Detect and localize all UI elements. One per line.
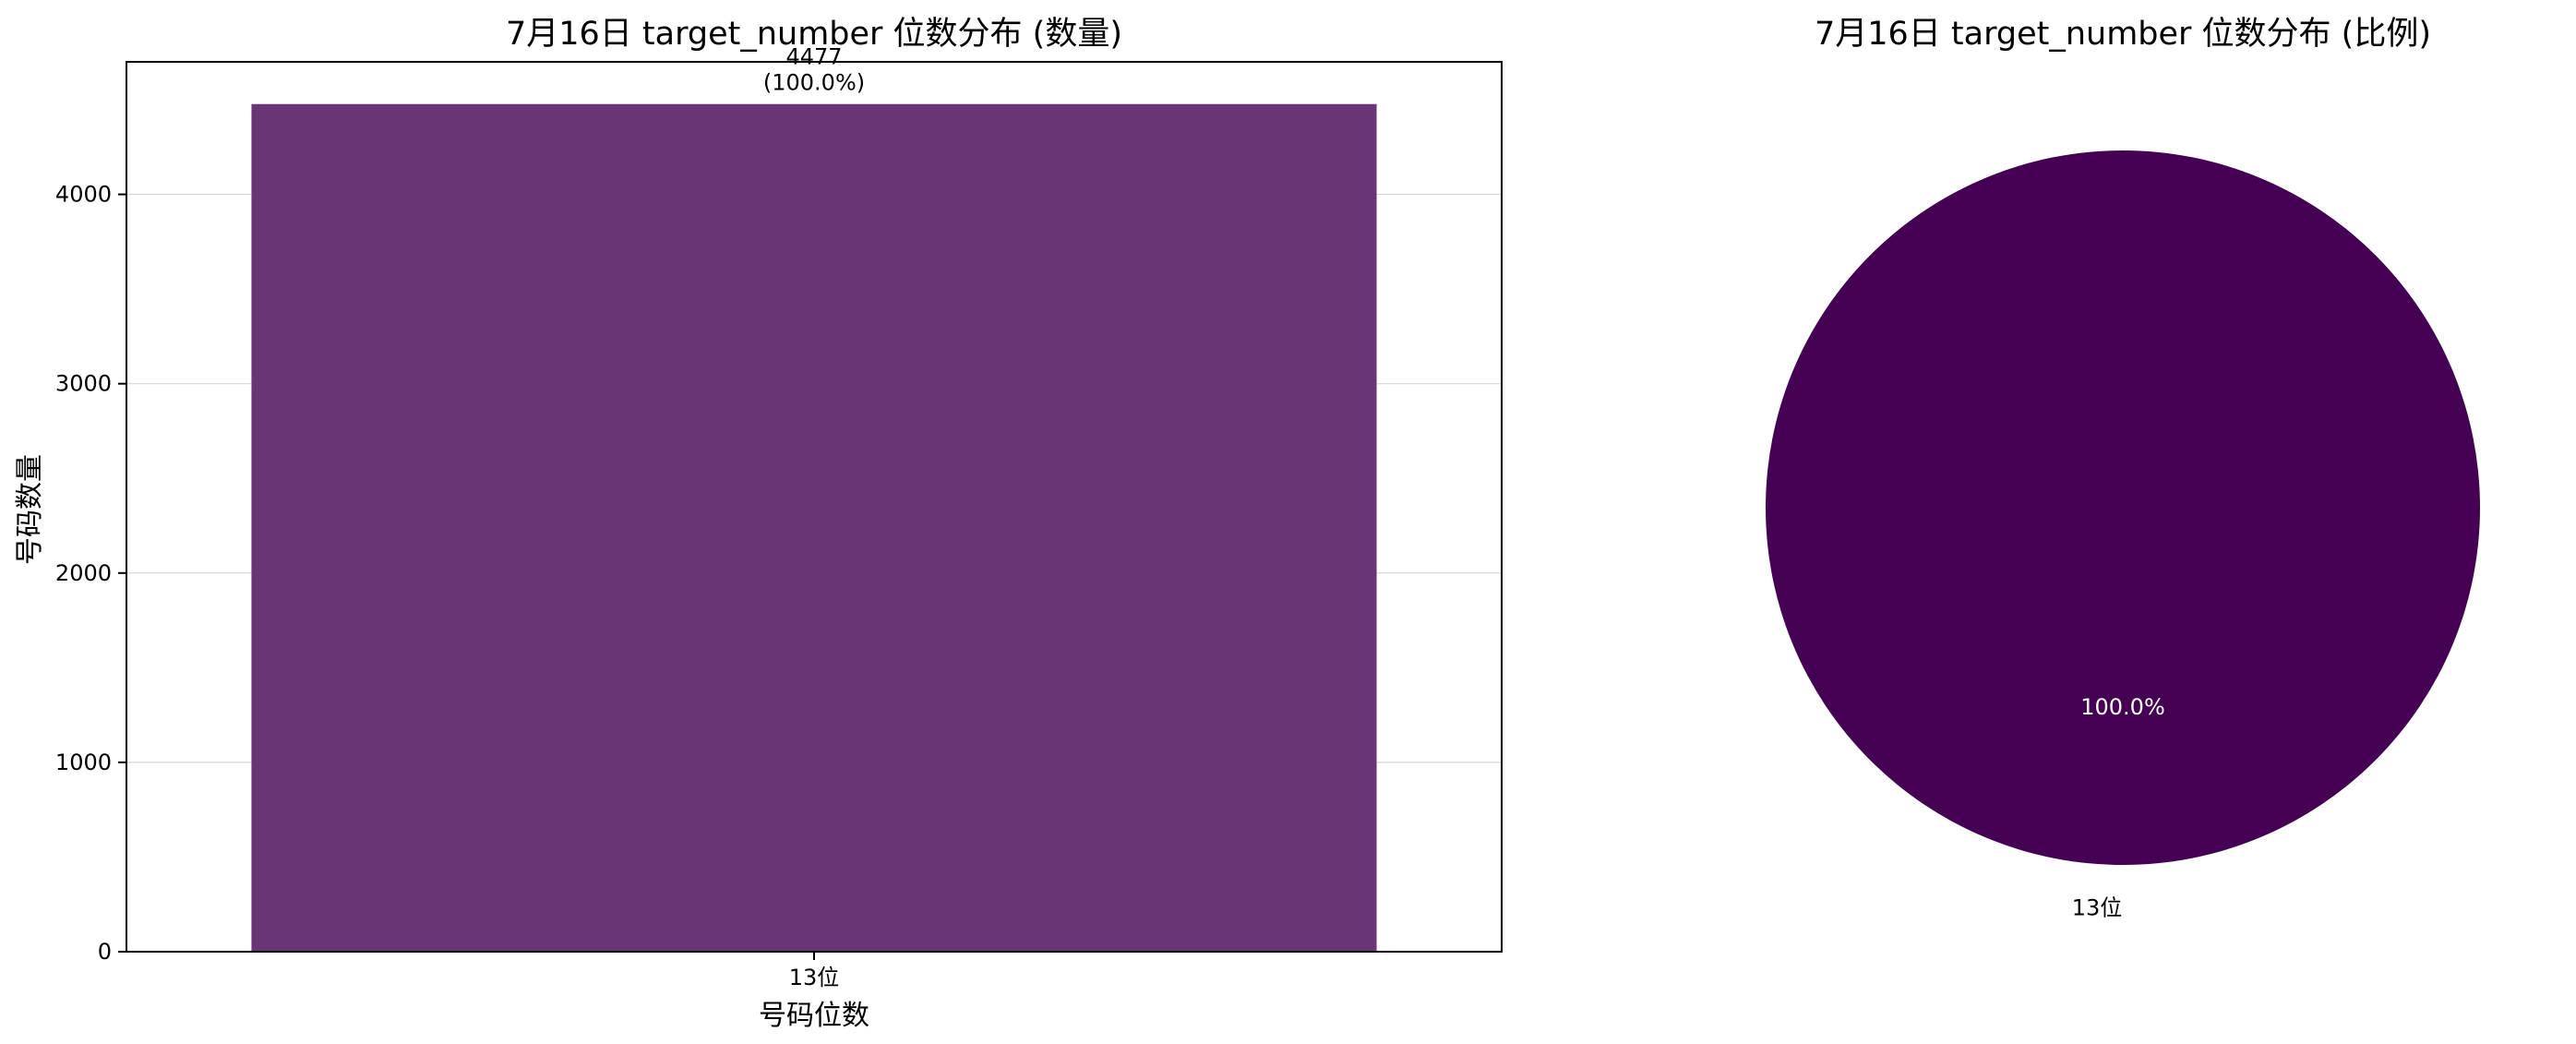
pie-chart: 7月16日 target_number 位数分布 (比例) 13位 100.0% bbox=[1766, 16, 2480, 921]
bar-y-axis-label: 号码数量 bbox=[14, 454, 46, 565]
y-tick-label: 4000 bbox=[55, 182, 112, 208]
pie-chart-title: 7月16日 target_number 位数分布 (比例) bbox=[1815, 16, 2431, 53]
bar-chart-title: 7月16日 target_number 位数分布 (数量) bbox=[506, 16, 1122, 53]
pie-percent-label: 100.0% bbox=[2080, 694, 2165, 720]
bar-x-axis-ticks: 13位 bbox=[789, 952, 840, 990]
bar bbox=[251, 103, 1377, 953]
y-tick-label: 0 bbox=[98, 939, 112, 965]
pie-slices bbox=[1766, 150, 2480, 865]
y-tick-label: 1000 bbox=[55, 750, 112, 775]
pie-slice-label: 13位 bbox=[2072, 895, 2123, 921]
pie-slice bbox=[1766, 150, 2480, 865]
y-tick-label: 3000 bbox=[55, 371, 112, 397]
bar-y-axis-ticks: 0 1000 2000 3000 4000 bbox=[55, 182, 126, 965]
x-tick-label: 13位 bbox=[789, 965, 840, 990]
y-tick-label: 2000 bbox=[55, 560, 112, 586]
bar-value-label: 4477 bbox=[785, 44, 842, 70]
bar-x-axis-label: 号码位数 bbox=[759, 1000, 869, 1032]
bar-series bbox=[251, 103, 1377, 953]
bar-data-labels: 4477(100.0%) bbox=[763, 44, 865, 96]
bar-percent-label: (100.0%) bbox=[763, 70, 865, 96]
bar-chart: 7月16日 target_number 位数分布 (数量) 0 1000 2000 3… bbox=[14, 16, 1503, 1032]
pie-labels: 13位 100.0% bbox=[2072, 694, 2165, 921]
